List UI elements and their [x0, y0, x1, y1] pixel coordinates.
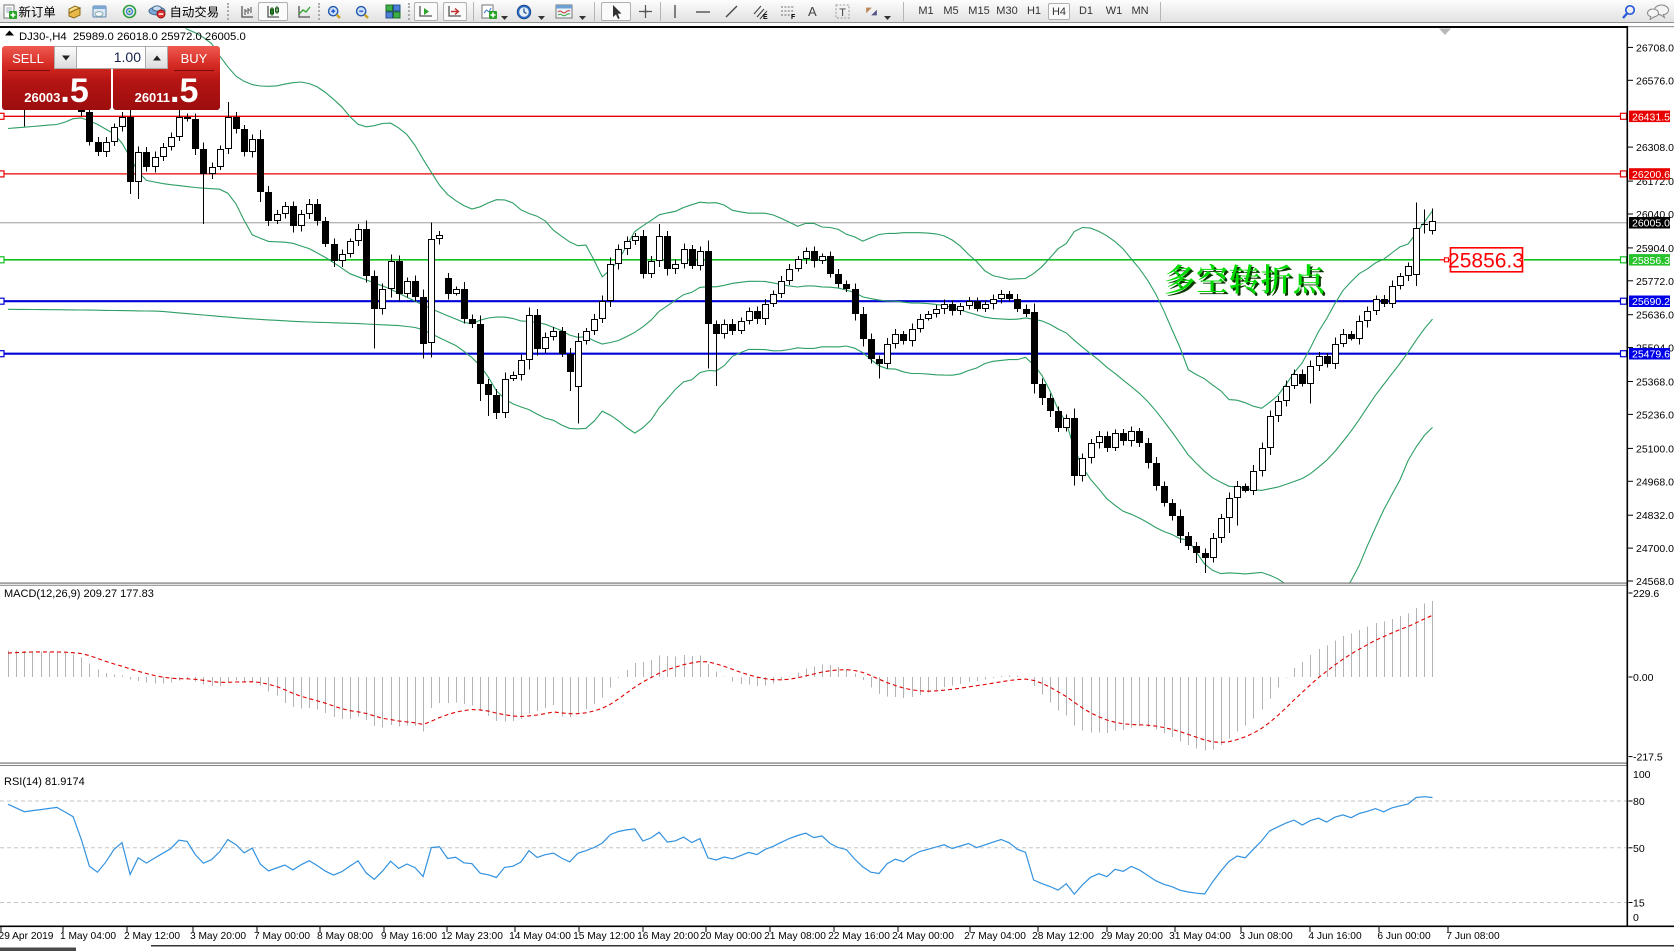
svg-text:25100.0: 25100.0 — [1636, 443, 1674, 455]
svg-text:24568.0: 24568.0 — [1636, 576, 1674, 588]
svg-text:28 May 12:00: 28 May 12:00 — [1032, 931, 1094, 942]
svg-text:14 May 04:00: 14 May 04:00 — [509, 931, 571, 942]
svg-text:26431.5: 26431.5 — [1632, 111, 1670, 123]
svg-text:29 Apr 2019: 29 Apr 2019 — [0, 931, 54, 942]
svg-text:24700.0: 24700.0 — [1636, 543, 1674, 555]
svg-text:29 May 20:00: 29 May 20:00 — [1101, 931, 1163, 942]
svg-text:2 May 12:00: 2 May 12:00 — [124, 931, 180, 942]
svg-text:50: 50 — [1633, 843, 1645, 855]
svg-text:0.00: 0.00 — [1633, 672, 1654, 684]
svg-text:E: E — [763, 14, 768, 20]
svg-text:25856.3: 25856.3 — [1632, 255, 1670, 267]
svg-text:3 May 20:00: 3 May 20:00 — [190, 931, 246, 942]
svg-text:3 Jun 08:00: 3 Jun 08:00 — [1239, 931, 1293, 942]
svg-text:31 May 04:00: 31 May 04:00 — [1169, 931, 1231, 942]
svg-text:27 May 04:00: 27 May 04:00 — [964, 931, 1026, 942]
svg-text:1 May 04:00: 1 May 04:00 — [60, 931, 116, 942]
svg-text:MACD(12,26,9) 209.27 177.83: MACD(12,26,9) 209.27 177.83 — [4, 588, 154, 600]
svg-text:100: 100 — [1633, 769, 1651, 781]
svg-text:26708.0: 26708.0 — [1636, 42, 1674, 54]
svg-text:15: 15 — [1633, 898, 1645, 910]
svg-text:15 May 12:00: 15 May 12:00 — [573, 931, 635, 942]
svg-text:6 Jun 00:00: 6 Jun 00:00 — [1377, 931, 1431, 942]
svg-text:24832.0: 24832.0 — [1636, 510, 1674, 522]
svg-text:7 Jun 08:00: 7 Jun 08:00 — [1446, 931, 1500, 942]
svg-text:26308.0: 26308.0 — [1636, 142, 1674, 154]
svg-text:25690.2: 25690.2 — [1632, 296, 1670, 308]
svg-text:8 May 08:00: 8 May 08:00 — [317, 931, 373, 942]
svg-text:25772.0: 25772.0 — [1636, 276, 1674, 288]
svg-text:25636.0: 25636.0 — [1636, 310, 1674, 322]
svg-text:26576.0: 26576.0 — [1636, 75, 1674, 87]
svg-text:26005.0: 26005.0 — [1632, 218, 1670, 230]
svg-text:25236.0: 25236.0 — [1636, 409, 1674, 421]
svg-text:24 May 00:00: 24 May 00:00 — [892, 931, 954, 942]
svg-text:25856.3: 25856.3 — [1448, 249, 1524, 272]
svg-text:4 Jun 16:00: 4 Jun 16:00 — [1308, 931, 1362, 942]
svg-text:25479.6: 25479.6 — [1632, 349, 1670, 361]
svg-text:RSI(14) 81.9174: RSI(14) 81.9174 — [4, 776, 85, 788]
svg-text:229.6: 229.6 — [1633, 588, 1659, 600]
svg-text:T: T — [839, 7, 846, 19]
svg-text:25904.0: 25904.0 — [1636, 243, 1674, 255]
svg-text:25368.0: 25368.0 — [1636, 377, 1674, 389]
svg-text:0: 0 — [1633, 912, 1639, 924]
svg-text:F: F — [791, 14, 796, 20]
svg-text:7 May 00:00: 7 May 00:00 — [254, 931, 310, 942]
svg-text:16 May 20:00: 16 May 20:00 — [637, 931, 699, 942]
svg-text:20 May 00:00: 20 May 00:00 — [700, 931, 762, 942]
svg-text:DJ30-,H4 25989.0 26018.0 2597: DJ30-,H4 25989.0 26018.0 25972.0 26005.0 — [19, 31, 246, 43]
svg-text:22 May 16:00: 22 May 16:00 — [828, 931, 890, 942]
svg-text:80: 80 — [1633, 796, 1645, 808]
svg-text:12 May 23:00: 12 May 23:00 — [441, 931, 503, 942]
svg-text:-217.5: -217.5 — [1633, 752, 1663, 764]
svg-text:21 May 08:00: 21 May 08:00 — [764, 931, 826, 942]
svg-text:9 May 16:00: 9 May 16:00 — [381, 931, 437, 942]
svg-text:26200.6: 26200.6 — [1632, 169, 1670, 181]
svg-text:24968.0: 24968.0 — [1636, 476, 1674, 488]
